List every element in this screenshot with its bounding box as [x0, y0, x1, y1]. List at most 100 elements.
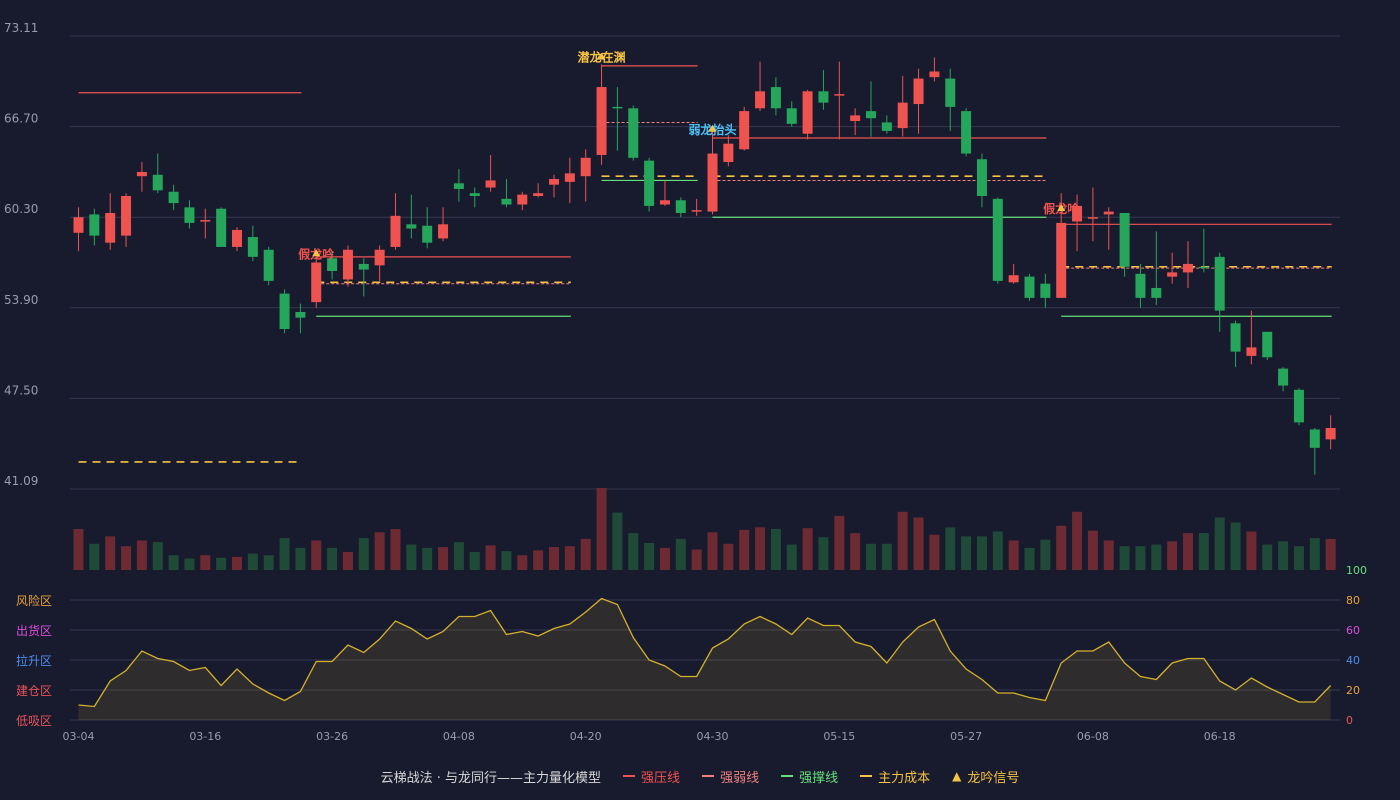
- zone-label: 拉升区: [16, 653, 52, 668]
- volume-bar: [232, 556, 242, 570]
- candle-body: [1230, 323, 1241, 352]
- indicator-tick-label: 0: [1346, 714, 1353, 727]
- price-tick-label: 60.30: [4, 202, 38, 216]
- candle-body: [342, 249, 353, 280]
- volume-bar: [1183, 533, 1193, 570]
- volume-bar: [1198, 533, 1209, 570]
- legend-item-resistance[interactable]: 强压线: [623, 767, 680, 786]
- candle-body: [168, 191, 179, 204]
- volume-bar: [659, 547, 670, 570]
- volume-bar: [1040, 539, 1051, 570]
- volume-bar: [485, 545, 496, 570]
- candle-body: [628, 108, 639, 158]
- price-tick-label: 66.70: [4, 112, 38, 126]
- candle-body: [850, 115, 861, 122]
- volume-bar: [89, 543, 100, 570]
- candle-body: [992, 198, 1003, 281]
- signal-triangle-icon: [708, 124, 717, 132]
- candle-body: [485, 180, 496, 188]
- candle-body: [89, 214, 100, 236]
- candle-body: [1103, 211, 1114, 215]
- candle-body: [1293, 389, 1304, 423]
- candle-body: [136, 171, 147, 177]
- volume-bar: [422, 547, 433, 570]
- volume-bar: [453, 542, 464, 570]
- candlestick-chart: 假龙吟潜龙在渊弱龙抬头假龙吟 73.11 66.70 60.30 53.90 47.50…: [4, 21, 1367, 743]
- volume-bar: [1135, 546, 1146, 570]
- candle-body: [232, 229, 242, 247]
- candle-body: [707, 153, 718, 212]
- volume-bar: [976, 536, 987, 570]
- axis-labels: 73.11 66.70 60.30 53.90 47.50 41.09 100 80 60 40 2…: [4, 21, 1367, 743]
- candle-body: [374, 249, 385, 266]
- legend-weak-label: 强弱线: [720, 770, 760, 786]
- volume-bar: [834, 515, 845, 570]
- volume-bar: [945, 527, 956, 570]
- volume-bar: [358, 538, 369, 570]
- candle-body: [1278, 368, 1289, 386]
- volume-bar: [818, 537, 829, 570]
- candle-body: [1198, 266, 1209, 269]
- volume-bar: [136, 540, 147, 570]
- legend-item-weak[interactable]: 强弱线: [702, 767, 759, 786]
- candle-body: [1246, 347, 1257, 356]
- signal-triangle-icon: [1057, 203, 1066, 211]
- x-tick-label: 06-18: [1204, 730, 1236, 743]
- volume-bar: [1008, 540, 1019, 570]
- volume-bar: [1103, 540, 1114, 570]
- volume-bar: [929, 534, 940, 570]
- candle-body: [295, 312, 306, 318]
- resistance-line-icon: [623, 775, 636, 777]
- candle-body: [73, 217, 84, 233]
- volume-bar: [913, 517, 924, 570]
- candle-body: [1119, 212, 1130, 267]
- legend-resistance-label: 强压线: [641, 770, 681, 786]
- candle-body: [644, 160, 655, 206]
- volume-bar: [1151, 544, 1162, 570]
- volume-bar: [739, 529, 750, 570]
- x-tick-label: 05-15: [823, 730, 855, 743]
- cost-line-icon: [860, 775, 873, 777]
- candle-body: [802, 91, 813, 134]
- volume-bar: [200, 555, 211, 570]
- x-tick-label: 06-08: [1077, 730, 1109, 743]
- volume-bar: [723, 543, 734, 570]
- x-tick-label: 03-04: [63, 730, 95, 743]
- candle-body: [247, 237, 258, 257]
- volume-bar: [152, 542, 163, 570]
- volume-bar: [295, 547, 306, 570]
- volume-bar: [406, 544, 417, 570]
- candle-body: [596, 87, 607, 155]
- candle-body: [1024, 276, 1035, 298]
- candle-body: [358, 263, 369, 270]
- candle-body: [469, 193, 480, 197]
- price-candles: [73, 57, 1336, 475]
- candle-body: [834, 94, 845, 96]
- volume-bar: [1230, 522, 1241, 570]
- chart-legend: 云梯战法 · 与龙同行——主力量化模型 强压线 强弱线 强撑线 主力成本 ▲ 龙…: [0, 764, 1400, 788]
- volume-bar: [1246, 531, 1257, 570]
- legend-item-support[interactable]: 强撑线: [781, 767, 838, 786]
- candle-body: [1167, 272, 1178, 277]
- candle-body: [1040, 283, 1051, 298]
- volume-bar: [263, 555, 274, 570]
- candle-body: [184, 207, 195, 223]
- candle-body: [1309, 429, 1320, 448]
- volume-bar: [105, 536, 116, 570]
- signal-markers: 假龙吟潜龙在渊弱龙抬头假龙吟: [298, 50, 1079, 262]
- volume-bar: [469, 551, 480, 570]
- volume-bar: [121, 546, 132, 570]
- candle-body: [945, 78, 956, 107]
- indicator-tick-label: 40: [1346, 654, 1360, 667]
- volume-bar: [1214, 517, 1225, 570]
- candle-body: [1183, 263, 1193, 273]
- legend-item-cost[interactable]: 主力成本: [860, 767, 930, 786]
- volume-bar: [549, 547, 559, 570]
- x-tick-label: 03-26: [316, 730, 348, 743]
- volume-bar: [168, 555, 179, 570]
- candle-body: [1056, 222, 1067, 298]
- candle-body: [961, 111, 972, 154]
- volume-bar: [866, 543, 876, 570]
- legend-item-signal[interactable]: ▲ 龙吟信号: [952, 767, 1019, 786]
- volume-bar: [247, 553, 258, 570]
